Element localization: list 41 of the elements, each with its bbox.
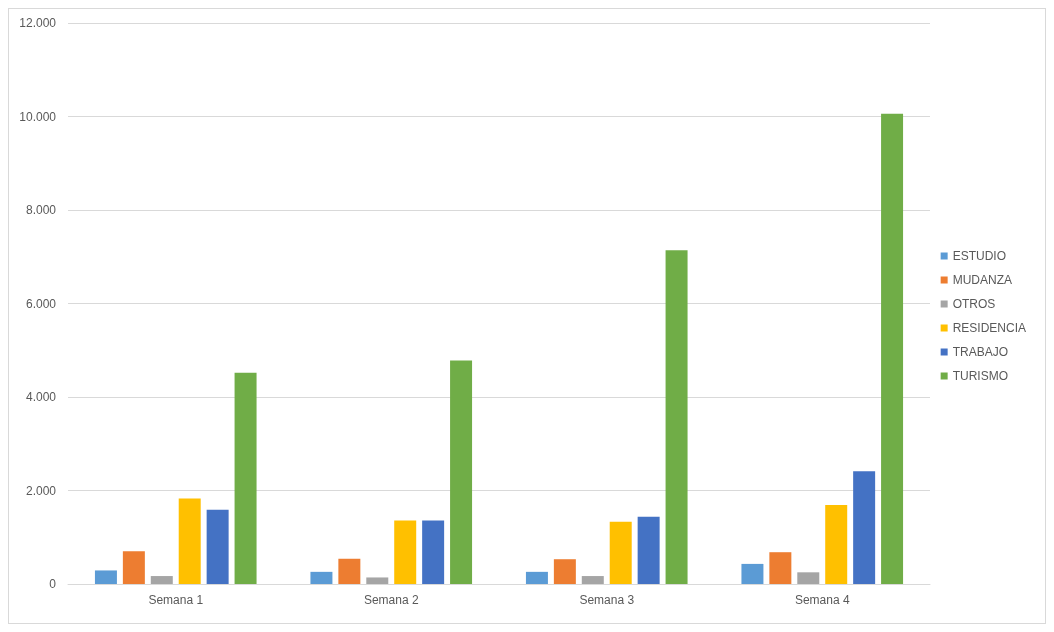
y-tick-label: 12.000 xyxy=(19,16,57,30)
bar xyxy=(206,509,229,584)
bar xyxy=(150,576,173,584)
bar xyxy=(394,520,417,584)
y-tick-label: 2.000 xyxy=(25,483,57,498)
x-tick-label: Semana 3 xyxy=(579,593,635,607)
y-tick-label: 10.000 xyxy=(19,109,57,124)
bar xyxy=(450,360,473,584)
bar xyxy=(94,570,117,584)
bar xyxy=(637,516,660,584)
bar xyxy=(553,559,576,584)
legend-label: TURISMO xyxy=(952,369,1008,383)
x-tick-label: Semana 2 xyxy=(363,593,419,607)
bar xyxy=(366,577,389,584)
bar xyxy=(853,471,876,584)
bar xyxy=(338,558,361,584)
bar xyxy=(741,563,764,584)
bar xyxy=(797,572,820,584)
bar xyxy=(122,551,145,584)
y-tick-label: 0 xyxy=(49,577,57,591)
y-tick-label: 8.000 xyxy=(25,203,57,217)
bar xyxy=(178,498,201,584)
legend-label: RESIDENCIA xyxy=(952,321,1027,335)
bar xyxy=(525,571,548,584)
bar xyxy=(825,504,848,584)
bar xyxy=(234,372,257,584)
legend-label: TRABAJO xyxy=(952,345,1008,359)
bar xyxy=(609,521,632,584)
bar xyxy=(881,113,904,584)
bar xyxy=(422,520,445,584)
y-tick-label: 6.000 xyxy=(25,296,57,311)
bar xyxy=(769,552,792,584)
bar xyxy=(581,576,604,584)
legend-label: OTROS xyxy=(952,297,996,311)
y-tick-label: 4.000 xyxy=(25,390,57,404)
bar xyxy=(665,250,688,584)
legend-label: ESTUDIO xyxy=(952,249,1006,263)
x-tick-label: Semana 4 xyxy=(794,593,850,607)
legend-label: MUDANZA xyxy=(952,273,1012,287)
bar xyxy=(310,571,333,584)
x-tick-label: Semana 1 xyxy=(148,593,204,607)
